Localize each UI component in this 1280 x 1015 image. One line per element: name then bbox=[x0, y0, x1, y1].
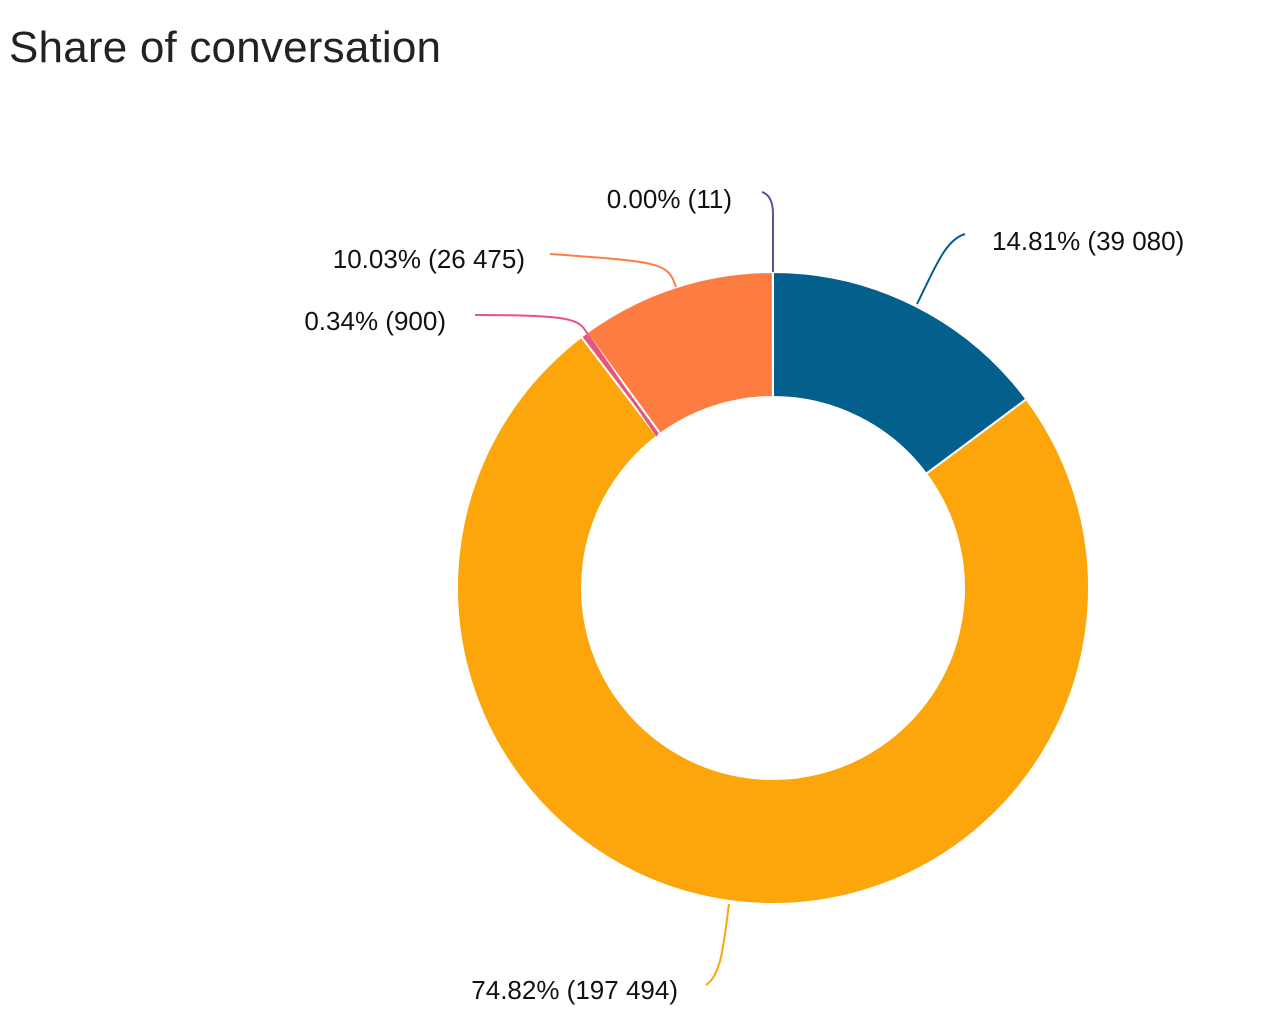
leader-line-0 bbox=[916, 233, 966, 305]
slice-label-3: 10.03% (26 475) bbox=[333, 244, 525, 274]
slice-label-0: 14.81% (39 080) bbox=[992, 226, 1184, 256]
slice-label-2: 0.34% (900) bbox=[304, 306, 446, 336]
slice-label-4: 0.00% (11) bbox=[607, 184, 732, 214]
donut-slices bbox=[456, 270, 1090, 905]
leader-line-3 bbox=[549, 253, 677, 288]
leader-line-1 bbox=[705, 903, 730, 986]
chart-title: Share of conversation bbox=[9, 23, 442, 72]
label-leader-lines bbox=[474, 191, 966, 986]
leader-line-4 bbox=[761, 191, 774, 272]
slice-label-1: 74.82% (197 494) bbox=[471, 975, 678, 1005]
donut-slice-1[interactable] bbox=[456, 335, 1090, 905]
slice-labels: 14.81% (39 080) 74.82% (197 494) 0.34% (… bbox=[304, 184, 1184, 1005]
leader-line-2 bbox=[474, 314, 658, 437]
